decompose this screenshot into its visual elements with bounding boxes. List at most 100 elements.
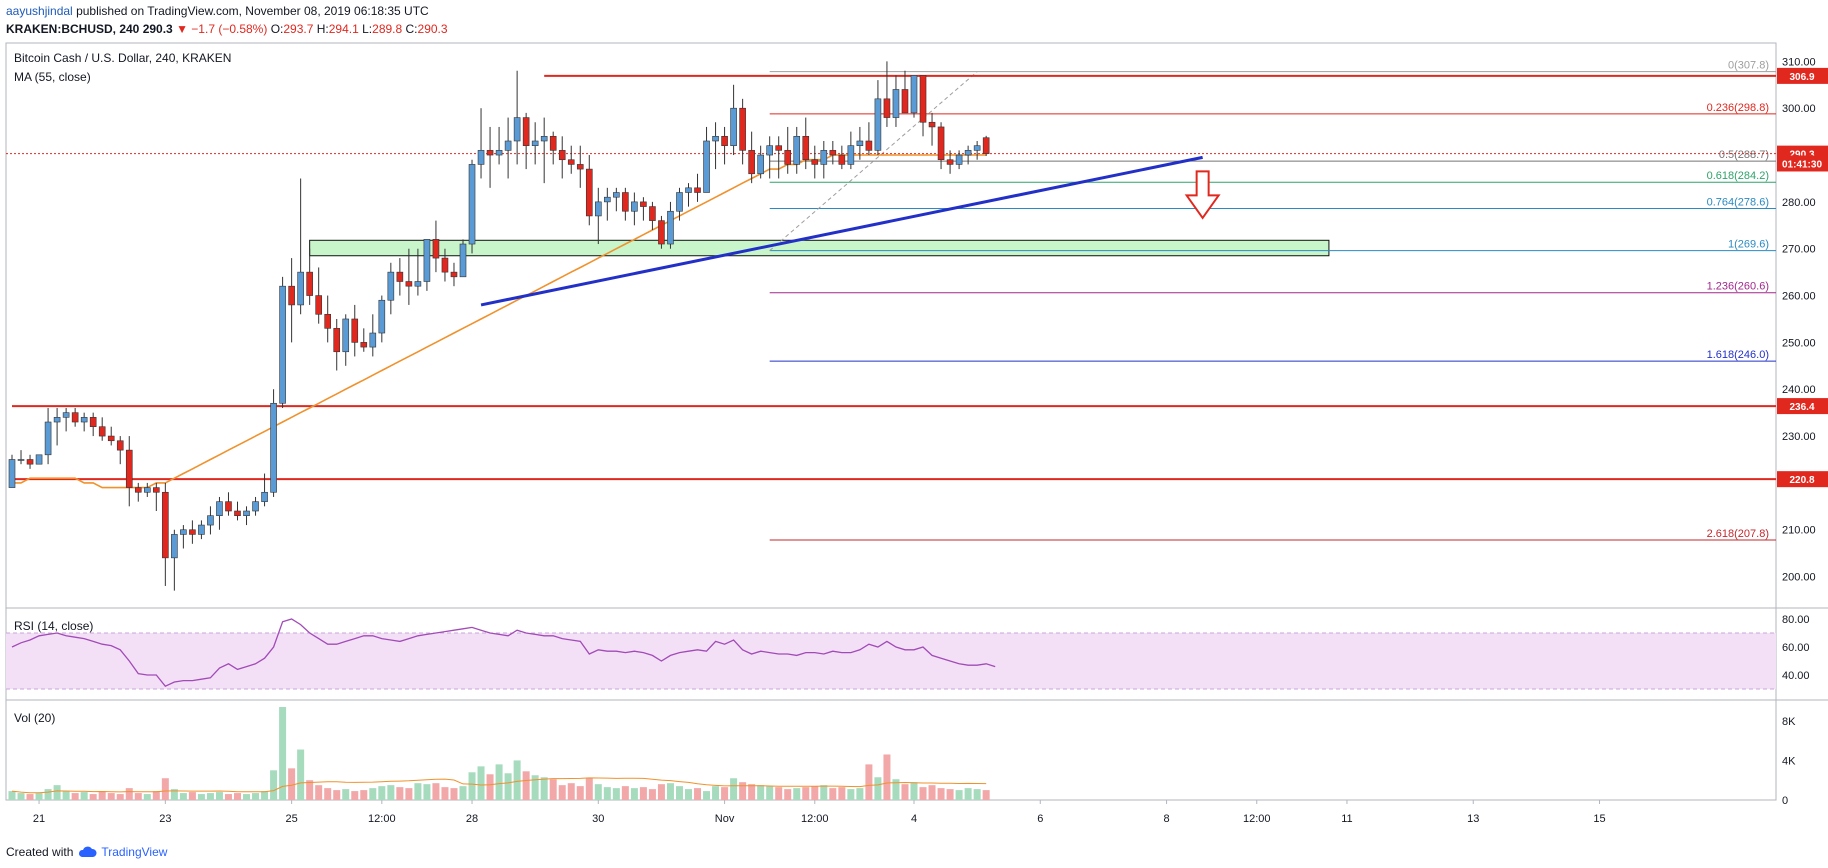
candle-body bbox=[89, 417, 97, 428]
volume-bar bbox=[964, 788, 972, 800]
time-tick-label: 30 bbox=[592, 813, 604, 825]
candle-body bbox=[964, 150, 972, 156]
volume-bar bbox=[739, 782, 747, 800]
candle bbox=[928, 112, 936, 146]
time-tick-label: 6 bbox=[1037, 813, 1043, 825]
price-tag bbox=[1777, 155, 1828, 172]
candle-body bbox=[134, 487, 142, 493]
candle bbox=[252, 496, 259, 516]
candle bbox=[89, 412, 97, 437]
volume-bar bbox=[928, 785, 936, 800]
candle bbox=[820, 140, 828, 179]
volume-bar bbox=[865, 764, 873, 800]
candle-body bbox=[658, 220, 665, 245]
volume-bar bbox=[351, 791, 359, 800]
volume-bar bbox=[405, 788, 413, 800]
volume-bar bbox=[820, 785, 828, 800]
candle bbox=[98, 417, 106, 441]
candle-body bbox=[748, 150, 755, 175]
candle-body bbox=[98, 426, 106, 437]
candle bbox=[306, 248, 313, 305]
tradingview-brand[interactable]: TradingView bbox=[101, 845, 168, 859]
volume-bar bbox=[603, 787, 611, 800]
candle bbox=[676, 187, 683, 221]
candle bbox=[712, 122, 719, 170]
candle bbox=[667, 201, 674, 249]
price-tick-label: 260.00 bbox=[1782, 291, 1816, 303]
volume-bar bbox=[423, 784, 431, 800]
candle-body bbox=[901, 89, 909, 114]
volume-bar bbox=[639, 787, 647, 800]
candle bbox=[8, 454, 16, 488]
volume-bar bbox=[215, 792, 223, 800]
volume-bar bbox=[883, 754, 891, 800]
candle-body bbox=[369, 332, 377, 348]
candle bbox=[360, 328, 368, 352]
volume-bar bbox=[369, 788, 377, 800]
high-value: 294.1 bbox=[328, 22, 359, 36]
candle bbox=[315, 267, 322, 324]
candle-body bbox=[387, 271, 395, 301]
candle bbox=[125, 436, 133, 507]
candle bbox=[513, 70, 521, 165]
candle-body bbox=[144, 487, 151, 493]
fib-level-label: 1.618(246.0) bbox=[1707, 349, 1769, 361]
candle-body bbox=[802, 136, 810, 161]
candle-body bbox=[198, 524, 205, 535]
candle-body bbox=[8, 459, 16, 488]
candle bbox=[829, 140, 837, 165]
last-price: 290.3 bbox=[142, 22, 173, 36]
candle-body bbox=[730, 107, 737, 146]
volume-bar bbox=[360, 790, 368, 800]
candle-body bbox=[910, 75, 918, 114]
candle bbox=[198, 520, 205, 540]
candle bbox=[576, 145, 584, 188]
candle-body bbox=[973, 145, 981, 151]
low-label: L: bbox=[362, 22, 373, 36]
volume-bar bbox=[973, 789, 981, 800]
price-tick-label: 200.00 bbox=[1782, 572, 1816, 584]
candle bbox=[297, 178, 304, 315]
candle-body bbox=[324, 313, 332, 329]
candle bbox=[144, 482, 151, 497]
open-value: 293.7 bbox=[283, 22, 314, 36]
candle-body bbox=[874, 98, 882, 151]
candle-body bbox=[486, 150, 494, 156]
volume-bar bbox=[297, 749, 305, 800]
time-tick-label: 12:00 bbox=[801, 813, 829, 825]
volume-tick-label: 0 bbox=[1782, 795, 1788, 807]
volume-bar bbox=[98, 791, 106, 800]
candle-body bbox=[937, 126, 945, 161]
candle bbox=[288, 258, 295, 343]
rsi-tick-label: 40.00 bbox=[1782, 670, 1810, 682]
volume-bar bbox=[919, 787, 927, 800]
candle-body bbox=[333, 328, 341, 353]
candle-body bbox=[306, 271, 313, 296]
volume-bar bbox=[477, 766, 485, 800]
candle-body bbox=[80, 417, 88, 423]
volume-bar bbox=[802, 787, 810, 800]
candle bbox=[658, 215, 665, 249]
candle bbox=[937, 122, 945, 170]
candle-body bbox=[793, 136, 801, 165]
volume-bar bbox=[261, 791, 269, 800]
time-tick-label: 13 bbox=[1467, 813, 1479, 825]
candle bbox=[107, 426, 115, 446]
candle bbox=[892, 75, 900, 127]
volume-bar bbox=[811, 786, 819, 800]
candle bbox=[504, 117, 512, 179]
author-link[interactable]: aayushjindal bbox=[6, 4, 73, 18]
candle bbox=[549, 131, 557, 165]
candle-body bbox=[640, 201, 647, 207]
candle bbox=[910, 75, 918, 118]
volume-bar bbox=[441, 787, 449, 800]
candle bbox=[865, 122, 873, 156]
price-tick-label: 280.00 bbox=[1782, 197, 1816, 209]
candle-body bbox=[495, 150, 503, 156]
price-tick-label: 270.00 bbox=[1782, 244, 1816, 256]
rsi-line bbox=[11, 618, 996, 688]
volume-bar bbox=[730, 778, 738, 800]
ma55-line bbox=[12, 154, 987, 489]
volume-bar bbox=[80, 792, 88, 800]
